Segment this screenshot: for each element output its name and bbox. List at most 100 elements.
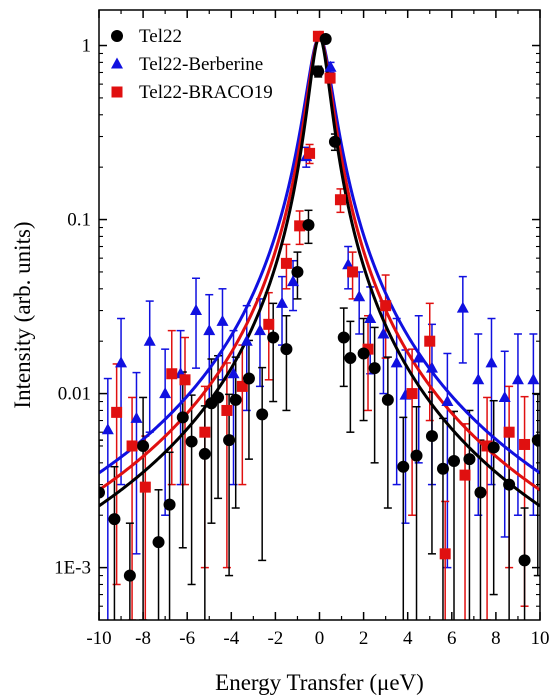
data-point	[511, 373, 524, 385]
legend: Tel22 Tel22-Berberine Tel22-BRACO19	[111, 26, 273, 103]
data-point	[518, 554, 531, 567]
data-point	[221, 404, 233, 416]
data-point	[324, 60, 337, 72]
data-point	[319, 33, 332, 46]
legend-entry: Tel22	[111, 26, 182, 47]
data-point	[263, 318, 275, 330]
data-point	[126, 440, 138, 452]
legend-marker	[111, 57, 123, 69]
data-point	[166, 368, 178, 380]
data-point	[487, 441, 500, 454]
data-point	[439, 548, 451, 560]
data-point	[474, 486, 487, 499]
plot-area	[99, 30, 540, 620]
data-point	[302, 219, 315, 232]
markers-tel22-braco19	[111, 30, 531, 560]
data-point	[328, 135, 341, 148]
data-point	[304, 147, 316, 159]
data-point	[216, 314, 229, 326]
data-point	[108, 513, 121, 526]
data-point	[312, 30, 324, 42]
data-point	[353, 290, 366, 302]
x-tick-label: -4	[223, 628, 239, 649]
data-point	[159, 387, 172, 399]
x-tick-label: 8	[491, 628, 501, 649]
data-point	[267, 331, 280, 344]
data-point	[463, 453, 476, 466]
data-point	[152, 536, 165, 549]
legend-marker	[111, 86, 123, 98]
data-point	[137, 439, 150, 452]
data-point	[425, 430, 438, 443]
x-tick-label: 0	[315, 628, 325, 649]
data-point	[324, 72, 336, 84]
data-point	[368, 362, 381, 375]
data-point	[236, 380, 248, 392]
data-point	[531, 434, 540, 447]
data-point	[448, 454, 461, 467]
data-point	[227, 367, 240, 379]
data-point	[481, 440, 493, 452]
data-point	[190, 304, 203, 316]
data-point	[364, 312, 377, 324]
data-point	[406, 388, 418, 400]
data-point	[240, 334, 253, 346]
data-point	[163, 498, 176, 511]
data-point	[115, 356, 128, 368]
data-point	[101, 423, 114, 435]
legend-label: Tel22-Berberine	[139, 54, 263, 75]
data-point	[337, 331, 350, 344]
x-tick-label: 2	[359, 628, 369, 649]
data-point	[390, 356, 403, 368]
data-point	[397, 460, 410, 473]
data-point	[256, 408, 269, 421]
data-point	[380, 300, 392, 312]
data-point	[294, 220, 306, 232]
data-point	[99, 486, 105, 499]
data-point	[199, 426, 211, 438]
data-point	[441, 395, 454, 407]
data-point	[425, 361, 438, 373]
markers-tel22	[99, 33, 540, 582]
data-point	[212, 391, 225, 404]
data-point	[362, 343, 374, 355]
data-point	[223, 434, 236, 447]
y-axis-title: Intensity (arb. units)	[10, 221, 35, 408]
data-point	[123, 569, 136, 582]
x-tick-label: -10	[86, 628, 111, 649]
data-point	[472, 373, 485, 385]
data-point	[459, 469, 471, 481]
x-tick-label: 4	[403, 628, 413, 649]
data-point	[130, 411, 143, 423]
data-point	[503, 426, 515, 438]
legend-entry: Tel22-BRACO19	[111, 82, 273, 103]
x-tick-label: 10	[531, 628, 550, 649]
x-tick-label: -8	[135, 628, 151, 649]
data-point	[139, 481, 151, 493]
data-point	[410, 449, 423, 462]
data-point	[344, 352, 357, 365]
x-tick-label: -2	[267, 628, 283, 649]
data-point	[185, 435, 198, 448]
data-point	[357, 347, 370, 360]
data-point	[456, 301, 469, 313]
data-point	[347, 266, 359, 278]
data-point	[229, 393, 242, 406]
legend-marker	[111, 30, 123, 42]
data-point	[203, 324, 216, 336]
data-point	[291, 265, 304, 278]
data-point	[519, 438, 531, 450]
axes: -10 -8 -6 -4 -2 0 2 4 6 8 10 1E-3 0.01 0.1 1	[54, 10, 550, 649]
data-point	[280, 343, 293, 356]
data-point	[253, 324, 266, 336]
data-point	[198, 447, 211, 460]
x-tick-label: -6	[179, 628, 195, 649]
y-tick-label: 0.01	[58, 384, 91, 405]
data-point	[111, 406, 123, 418]
y-tick-label: 1E-3	[54, 558, 91, 579]
data-point	[424, 335, 436, 347]
series-tel22-braco19	[112, 32, 529, 620]
data-point	[143, 334, 156, 346]
data-point	[276, 296, 289, 308]
data-point	[334, 194, 346, 206]
